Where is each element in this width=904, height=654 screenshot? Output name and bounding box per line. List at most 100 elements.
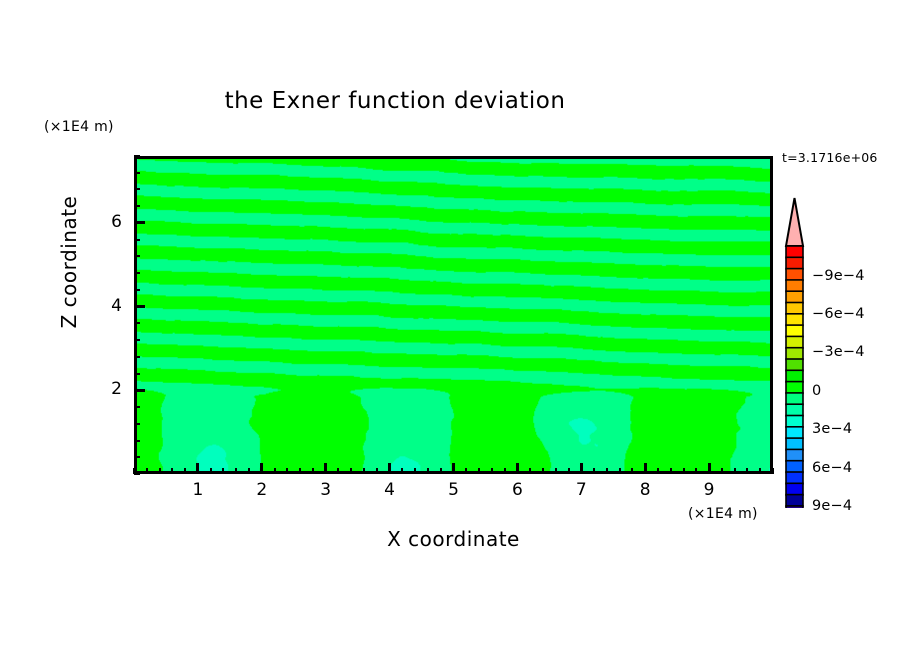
y-minor-tick [134, 272, 140, 275]
colorbar-band [785, 459, 804, 474]
y-minor-tick [134, 188, 140, 191]
colorbar-band [785, 505, 804, 508]
colorbar-tick-label: −9e−4 [812, 267, 865, 284]
x-minor-tick [133, 468, 135, 474]
x-minor-tick [720, 468, 723, 474]
x-tick-label: 8 [639, 480, 651, 500]
x-minor-tick [605, 468, 608, 474]
x-tick-label: 4 [384, 480, 395, 500]
x-minor-tick [248, 468, 251, 474]
y-minor-tick [134, 439, 140, 442]
x-minor-tick [529, 468, 532, 474]
colorbar-band [785, 346, 804, 361]
x-minor-tick [401, 468, 404, 474]
x-minor-tick [426, 468, 429, 474]
x-major-tick [260, 463, 264, 474]
colorbar-band [785, 358, 804, 372]
plot-area [134, 156, 773, 474]
x-minor-tick [350, 468, 353, 474]
colorbar-band [785, 380, 804, 395]
colorbar [780, 196, 810, 508]
y-axis-unit-label: (×1E4 m) [44, 119, 114, 135]
x-minor-tick [311, 468, 314, 474]
x-minor-tick [541, 468, 544, 474]
x-major-tick [388, 463, 392, 474]
x-major-tick [196, 463, 200, 474]
colorbar-band [785, 392, 804, 406]
x-axis-title: X coordinate [387, 527, 520, 551]
x-minor-tick [145, 468, 148, 474]
contour-field-canvas [137, 159, 770, 471]
colorbar-band [785, 471, 804, 485]
x-minor-tick [478, 468, 481, 474]
x-major-tick [515, 463, 519, 474]
y-minor-tick [134, 422, 140, 425]
colorbar-band [785, 267, 804, 282]
y-minor-tick [134, 322, 140, 325]
x-minor-tick [363, 468, 366, 474]
x-minor-tick [222, 468, 225, 474]
y-tick-label: 6 [111, 211, 122, 232]
x-tick-label: 1 [192, 480, 204, 500]
colorbar-band [785, 482, 804, 496]
x-major-tick [452, 463, 455, 474]
y-tick-label: 2 [111, 379, 122, 400]
colorbar-band [785, 414, 804, 428]
y-minor-tick [134, 288, 140, 291]
colorbar-band [785, 290, 804, 304]
x-tick-label: 3 [320, 480, 332, 500]
colorbar-band [785, 335, 804, 349]
x-minor-tick [733, 468, 736, 474]
y-major-tick [134, 221, 145, 225]
x-minor-tick [746, 468, 749, 474]
x-major-tick [643, 463, 647, 474]
x-tick-label: 9 [703, 480, 715, 500]
page-title: the Exner function deviation [224, 88, 566, 114]
x-minor-tick [299, 468, 302, 474]
x-minor-tick [158, 468, 161, 474]
x-minor-tick [554, 468, 557, 474]
x-minor-tick [337, 468, 340, 474]
x-minor-tick [656, 468, 659, 474]
colorbar-band [785, 279, 804, 293]
y-minor-tick [134, 205, 140, 208]
x-minor-tick [171, 468, 174, 474]
y-minor-tick [134, 456, 140, 459]
x-major-tick [579, 463, 583, 474]
x-minor-tick [669, 468, 672, 474]
y-minor-tick [134, 355, 140, 358]
colorbar-tick-label: −6e−4 [812, 306, 865, 323]
x-tick-label: 5 [448, 480, 459, 500]
x-minor-tick [286, 468, 289, 474]
x-tick-label: 6 [511, 480, 523, 500]
x-minor-tick [695, 468, 698, 474]
y-minor-tick [134, 171, 140, 174]
x-minor-tick [759, 468, 762, 474]
y-minor-tick [134, 238, 140, 241]
y-minor-tick [134, 255, 140, 258]
colorbar-over-arrow [784, 197, 805, 247]
y-axis-title: Z coordinate [57, 195, 81, 329]
colorbar-tick-label: 0 [812, 382, 822, 399]
x-minor-tick [273, 468, 276, 474]
y-minor-tick [134, 372, 140, 375]
colorbar-tick-label: 3e−4 [812, 421, 853, 438]
x-minor-tick [184, 468, 187, 474]
x-tick-label: 2 [256, 480, 268, 500]
colorbar-tick-label: 6e−4 [812, 459, 853, 476]
x-minor-tick [465, 468, 468, 474]
x-minor-tick [567, 468, 570, 474]
colorbar-band [785, 324, 804, 338]
colorbar-svg [784, 197, 805, 508]
x-minor-tick [503, 468, 506, 474]
y-major-tick [134, 305, 145, 309]
colorbar-band [785, 448, 804, 462]
colorbar-band [785, 426, 804, 440]
y-major-tick [134, 388, 145, 392]
x-minor-tick [439, 468, 442, 474]
colorbar-tick-label: −3e−4 [812, 344, 865, 361]
y-minor-tick [134, 339, 140, 342]
colorbar-band [785, 369, 804, 383]
y-minor-tick [134, 155, 140, 157]
